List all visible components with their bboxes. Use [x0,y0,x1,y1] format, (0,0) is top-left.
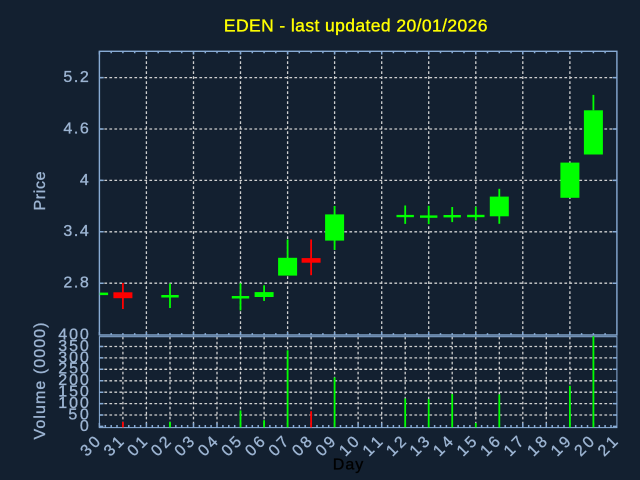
svg-text:250: 250 [58,361,89,378]
svg-text:400: 400 [58,327,89,344]
svg-text:4: 4 [80,172,89,189]
svg-text:3.4: 3.4 [63,223,88,240]
svg-text:200: 200 [58,372,89,389]
svg-text:150: 150 [58,384,89,401]
svg-text:0: 0 [80,418,89,435]
svg-text:5.2: 5.2 [63,69,88,86]
svg-text:100: 100 [58,395,89,412]
svg-text:2.8: 2.8 [63,275,88,292]
svg-text:Price: Price [32,171,49,210]
svg-text:Volume (0000): Volume (0000) [32,323,49,440]
svg-text:EDEN - last updated 20/01/2026: EDEN - last updated 20/01/2026 [224,15,488,35]
svg-text:300: 300 [58,349,89,366]
svg-text:350: 350 [58,338,89,355]
svg-text:Day: Day [333,457,364,474]
svg-text:4.6: 4.6 [63,120,88,137]
